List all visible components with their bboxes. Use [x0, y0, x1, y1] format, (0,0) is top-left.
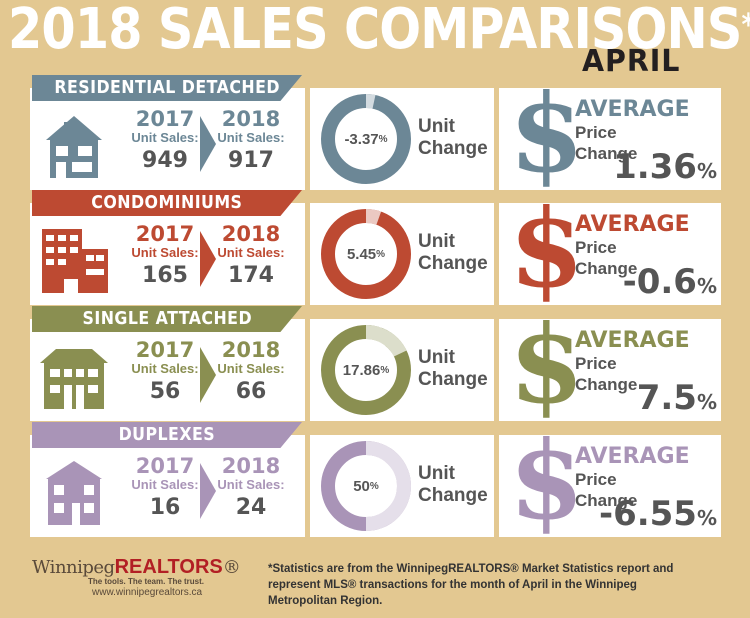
sales-2018-value: 66 — [235, 379, 267, 404]
unit-change-value: 5.45% — [346, 245, 386, 263]
sales-2018-value: 24 — [235, 495, 267, 520]
year-2017-block: 2017 Unit Sales: 165 — [130, 223, 200, 291]
chevron-right-icon — [200, 116, 216, 172]
avg-price-panel: $ AVERAGE Price Change -0.6% — [499, 189, 721, 309]
year-label: 2018 — [221, 222, 281, 246]
unit-sales-panel: CONDOMINIUMS 2017 Unit Sales: 165 2018 Unit S… — [30, 190, 305, 305]
average-label: AVERAGE — [575, 97, 690, 122]
year-2018-block: 2018 Unit Sales: 66 — [216, 339, 286, 407]
footnote: *Statistics are from the WinnipegREALTOR… — [268, 563, 674, 607]
unit-sales-panel: DUPLEXES 2017 Unit Sales: 16 2018 Unit Sales:… — [30, 422, 305, 537]
house-icon — [42, 229, 108, 293]
year-label: 2017 — [135, 338, 195, 362]
price-change-label: Price Change — [575, 470, 638, 510]
dollar-icon: $ — [509, 71, 585, 197]
price-change-label: Price Change — [575, 238, 638, 278]
category-label: SINGLE ATTACHED — [32, 306, 302, 332]
donut-change-segment — [366, 325, 407, 357]
category-label: RESIDENTIAL DETACHED — [32, 75, 302, 101]
price-change-label: Price Change — [575, 354, 638, 394]
year-2018-block: 2018 Unit Sales: 24 — [216, 455, 286, 523]
average-label: AVERAGE — [575, 212, 690, 237]
unit-sales-panel: RESIDENTIAL DETACHED 2017 Unit Sales: 949 20… — [30, 75, 305, 190]
price-change-label: Price Change — [575, 123, 638, 163]
unit-change-donut — [321, 325, 411, 415]
average-label: AVERAGE — [575, 328, 690, 353]
unit-sales-label: Unit Sales: — [131, 361, 199, 376]
unit-sales-label: Unit Sales: — [131, 477, 199, 492]
unit-change-value: 50% — [353, 477, 379, 495]
unit-change-value: -3.37% — [344, 130, 388, 148]
donut-change-segment — [366, 209, 382, 225]
website-link[interactable]: www.winnipegrealtors.ca — [92, 587, 203, 598]
month-label: APRIL — [582, 44, 681, 79]
category-row: DUPLEXES 2017 Unit Sales: 16 2018 Unit Sales:… — [30, 421, 721, 541]
avg-price-panel: $ AVERAGE Price Change -6.55% — [499, 421, 721, 541]
category-label: DUPLEXES — [32, 422, 302, 448]
unit-change-donut — [321, 441, 411, 531]
sales-2017-value: 16 — [149, 495, 181, 520]
unit-sales-label: Unit Sales: — [217, 361, 285, 376]
avg-price-change-value: -0.6% — [622, 262, 717, 302]
average-label: AVERAGE — [575, 444, 690, 469]
dollar-icon: $ — [509, 418, 585, 544]
sales-2017-value: 56 — [149, 379, 181, 404]
unit-sales-label: Unit Sales: — [131, 130, 199, 145]
dollar-icon: $ — [509, 302, 585, 428]
unit-change-label: Unit Change — [418, 116, 488, 159]
unit-change-donut — [321, 94, 411, 184]
sales-2018-value: 917 — [228, 148, 274, 173]
category-row: CONDOMINIUMS 2017 Unit Sales: 165 2018 Unit S… — [30, 189, 721, 309]
avg-price-change-value: 7.5% — [636, 378, 717, 418]
unit-change-panel: 50% Unit Change — [310, 435, 494, 537]
house-icon — [40, 349, 108, 409]
category-row: RESIDENTIAL DETACHED 2017 Unit Sales: 949 20… — [30, 74, 721, 194]
unit-sales-panel: SINGLE ATTACHED 2017 Unit Sales: 56 2018 Unit… — [30, 306, 305, 421]
dollar-icon: $ — [509, 186, 585, 312]
year-label: 2017 — [135, 107, 195, 131]
house-icon — [46, 461, 102, 525]
sales-2017-value: 949 — [142, 148, 188, 173]
unit-change-label: Unit Change — [418, 463, 488, 506]
category-label: CONDOMINIUMS — [32, 190, 302, 216]
year-2017-block: 2017 Unit Sales: 56 — [130, 339, 200, 407]
page-title: 2018 SALES COMPARISONS* — [8, 0, 750, 62]
unit-change-label: Unit Change — [418, 231, 488, 274]
avg-price-panel: $ AVERAGE Price Change 7.5% — [499, 305, 721, 425]
logo: WinnipegREALTORS® The tools. The team. T… — [32, 556, 241, 598]
unit-change-panel: 17.86% Unit Change — [310, 319, 494, 421]
avg-price-change-value: -6.55% — [598, 494, 717, 534]
unit-change-donut — [321, 209, 411, 299]
unit-sales-label: Unit Sales: — [131, 245, 199, 260]
sales-2017-value: 165 — [142, 263, 188, 288]
unit-sales-label: Unit Sales: — [217, 130, 285, 145]
avg-price-panel: $ AVERAGE Price Change 1.36% — [499, 74, 721, 194]
year-label: 2018 — [221, 338, 281, 362]
logo-tagline: The tools. The team. The trust. — [88, 577, 205, 586]
donut-change-segment — [366, 441, 411, 531]
unit-change-value: 17.86% — [342, 361, 390, 379]
unit-change-panel: 5.45% Unit Change — [310, 203, 494, 305]
avg-price-change-value: 1.36% — [613, 147, 717, 187]
sales-2018-value: 174 — [228, 263, 274, 288]
year-label: 2017 — [135, 222, 195, 246]
chevron-right-icon — [200, 347, 216, 403]
unit-sales-label: Unit Sales: — [217, 477, 285, 492]
unit-sales-label: Unit Sales: — [217, 245, 285, 260]
year-2018-block: 2018 Unit Sales: 917 — [216, 108, 286, 176]
donut-change-segment — [366, 94, 376, 109]
year-label: 2017 — [135, 454, 195, 478]
category-row: SINGLE ATTACHED 2017 Unit Sales: 56 2018 Unit… — [30, 305, 721, 425]
year-2017-block: 2017 Unit Sales: 949 — [130, 108, 200, 176]
chevron-right-icon — [200, 463, 216, 519]
chevron-right-icon — [200, 231, 216, 287]
year-label: 2018 — [221, 107, 281, 131]
unit-change-label: Unit Change — [418, 347, 488, 390]
year-2018-block: 2018 Unit Sales: 174 — [216, 223, 286, 291]
year-label: 2018 — [221, 454, 281, 478]
unit-change-panel: -3.37% Unit Change — [310, 88, 494, 190]
year-2017-block: 2017 Unit Sales: 16 — [130, 455, 200, 523]
house-icon — [46, 116, 102, 178]
